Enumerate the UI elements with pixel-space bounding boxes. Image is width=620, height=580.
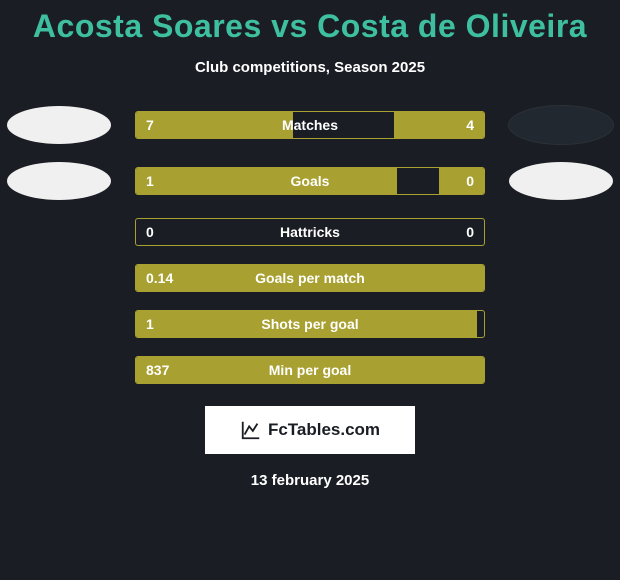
stat-bar: 0 Hattricks 0	[135, 218, 485, 246]
chart-icon	[240, 419, 262, 441]
stat-bar: 0.14 Goals per match	[135, 264, 485, 292]
stat-value-left: 7	[146, 117, 154, 133]
stat-row: 1 Shots per goal	[0, 310, 620, 338]
stat-bar: 837 Min per goal	[135, 356, 485, 384]
stat-value-right: 0	[466, 224, 474, 240]
stat-value-left: 1	[146, 173, 154, 189]
stat-bar: 1 Goals 0	[135, 167, 485, 195]
stat-label: Goals	[291, 173, 330, 189]
stat-row: 7 Matches 4	[0, 106, 620, 144]
stat-label: Shots per goal	[261, 316, 358, 332]
subtitle: Club competitions, Season 2025	[0, 59, 620, 76]
stat-value-left: 0.14	[146, 270, 173, 286]
stat-value-left: 837	[146, 362, 169, 378]
brand-text: FcTables.com	[268, 420, 380, 440]
stat-label: Goals per match	[255, 270, 365, 286]
stat-value-left: 0	[146, 224, 154, 240]
bar-fill-right	[439, 168, 484, 194]
stat-bar: 1 Shots per goal	[135, 310, 485, 338]
stats-area: 7 Matches 4 1 Goals 0 0 Hattricks 0 0.14 Goals per…	[0, 106, 620, 384]
player-oval-left	[7, 106, 111, 144]
brand-logo: FcTables.com	[205, 406, 415, 454]
stat-label: Hattricks	[280, 224, 340, 240]
stat-value-right: 4	[466, 117, 474, 133]
stat-row: 1 Goals 0	[0, 162, 620, 200]
player-oval-right	[509, 162, 613, 200]
stat-row: 0.14 Goals per match	[0, 264, 620, 292]
stat-row: 837 Min per goal	[0, 356, 620, 384]
date-label: 13 february 2025	[0, 472, 620, 489]
bar-fill-left	[136, 168, 397, 194]
stat-value-left: 1	[146, 316, 154, 332]
bar-fill-left	[136, 112, 293, 138]
stat-value-right: 0	[466, 173, 474, 189]
stat-label: Matches	[282, 117, 338, 133]
player-oval-right	[509, 106, 613, 144]
stat-bar: 7 Matches 4	[135, 111, 485, 139]
page-title: Acosta Soares vs Costa de Oliveira	[0, 0, 620, 45]
player-oval-left	[7, 162, 111, 200]
stat-row: 0 Hattricks 0	[0, 218, 620, 246]
stat-label: Min per goal	[269, 362, 351, 378]
